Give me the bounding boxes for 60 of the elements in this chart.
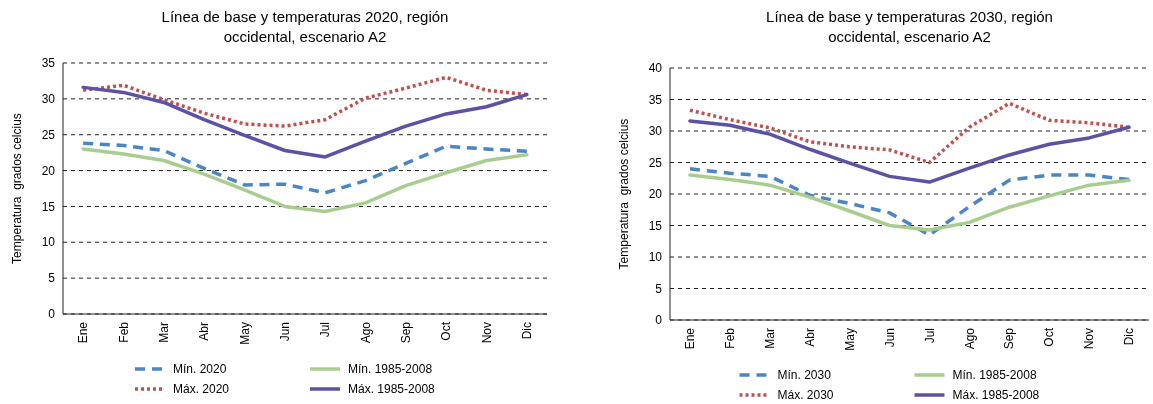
legend-label: Máx. 2030 [777, 388, 834, 403]
line-series [688, 173, 1131, 232]
legend-label: Mín. 1985-2008 [348, 362, 433, 377]
y-axis-title: Temperatura grados celcius [617, 118, 631, 270]
y-tick-label: 0 [655, 313, 663, 328]
x-tick-label: Jul [922, 328, 937, 344]
y-tick-label: 0 [48, 307, 56, 322]
line-series [688, 167, 1131, 237]
x-tick-label: Ene [76, 321, 91, 344]
chart-title: Línea de base y temperaturas 2020, región occidental, escenario A2 [161, 8, 449, 45]
x-tick-label: Mar [762, 328, 777, 349]
x-tick-label: May [842, 328, 857, 351]
chart-title: Línea de base y temperaturas 2030, región occidental, escenario A2 [766, 8, 1053, 45]
y-tick-label: 20 [648, 187, 663, 202]
x-tick-label: Feb [723, 327, 738, 349]
y-tick-label: 5 [48, 271, 56, 286]
x-tick-label: Sep [1002, 327, 1017, 350]
y-tick-label: 30 [648, 124, 663, 139]
y-tick-label: 25 [41, 127, 56, 142]
x-tick-label: Nov [479, 322, 494, 344]
x-tick-label: Nov [1082, 328, 1097, 350]
legend-label: Máx. 1985-2008 [952, 388, 1040, 403]
y-tick-label: 10 [648, 250, 663, 265]
y-tick-label: 35 [41, 56, 56, 71]
legend-label: Mín. 2030 [777, 368, 832, 383]
x-tick-label: May [237, 322, 252, 345]
x-tick-label: Jul [318, 322, 333, 338]
y-tick-label: 15 [648, 218, 663, 233]
y-tick-label: 10 [41, 235, 56, 250]
line-series [688, 119, 1131, 184]
x-tick-label: Ago [358, 321, 373, 344]
x-tick-label: Feb [116, 321, 131, 343]
line-series [688, 101, 1131, 165]
x-tick-label: Oct [1042, 327, 1057, 347]
y-tick-label: 30 [41, 92, 56, 107]
y-tick-label: 20 [41, 163, 56, 178]
x-tick-label: Jun [278, 322, 293, 342]
x-tick-label: Mar [157, 322, 172, 343]
legend-label: Mín. 1985-2008 [952, 368, 1037, 383]
legend-label: Mín. 2020 [173, 362, 227, 377]
x-tick-label: Ago [962, 327, 977, 350]
y-tick-label: 35 [648, 92, 663, 107]
x-tick-label: Dic [1122, 328, 1137, 346]
line-series [81, 141, 529, 195]
x-tick-label: Dic [520, 322, 535, 340]
x-tick-label: Sep [399, 321, 414, 344]
x-tick-label: Ene [683, 327, 698, 350]
x-tick-label: Oct [439, 321, 454, 341]
x-tick-label: Abr [197, 322, 212, 341]
y-axis-title: Temperatura grados celcius [10, 113, 24, 264]
legend-label: Máx. 2020 [173, 382, 230, 397]
y-tick-label: 15 [41, 199, 56, 214]
line-series [81, 147, 529, 214]
x-tick-label: Jun [882, 328, 897, 348]
y-tick-label: 25 [648, 155, 663, 170]
x-tick-label: Abr [802, 328, 817, 347]
y-tick-label: 5 [655, 281, 663, 296]
legend-label: Máx. 1985-2008 [348, 382, 436, 397]
y-tick-label: 40 [648, 61, 663, 76]
line-series [81, 85, 529, 159]
